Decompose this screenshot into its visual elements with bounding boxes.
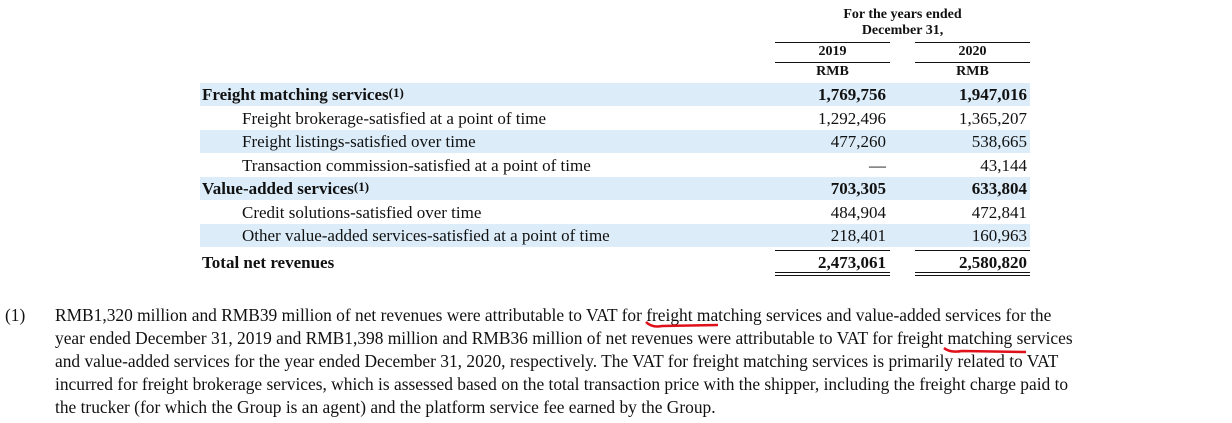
amount: 1,947,016	[959, 85, 1027, 104]
rule	[775, 249, 890, 251]
amount: 43,144	[980, 155, 1027, 175]
footnote-line: year ended December 31, 2019 and RMB1,39…	[55, 328, 1073, 348]
section-row: Freight matching services(1) 1,769,756 1,9…	[200, 83, 1030, 106]
amount: 472,841	[971, 202, 1027, 222]
amount: 2,580,820	[959, 252, 1027, 272]
row-label: Total net revenues	[202, 252, 335, 272]
row-label: Transaction commission-satisfied at a po…	[242, 155, 591, 175]
amount: 2,473,061	[818, 252, 886, 272]
rule	[775, 42, 890, 43]
section-row: Total net revenues 2,473,061 2,580,820	[200, 251, 1030, 274]
red-underline	[943, 346, 1027, 354]
line-item: Freight brokerage-satisfied at a point o…	[200, 107, 1030, 130]
rule	[775, 272, 890, 273]
year: 2020	[958, 44, 987, 59]
amount: 477,260	[830, 132, 886, 151]
period-line: For the years ended	[843, 7, 962, 22]
rule	[775, 275, 890, 276]
line-item: Transaction commission-satisfied at a po…	[200, 154, 1030, 177]
line-item: Credit solutions-satisfied over time 484,…	[200, 201, 1030, 224]
footnote-marker: (1)	[5, 305, 26, 325]
footnote-line: incurred for freight brokerage services,…	[55, 374, 1069, 394]
year: 2019	[818, 44, 847, 59]
row-label: Credit solutions-satisfied over time	[242, 202, 482, 222]
row-label: Freight brokerage-satisfied at a point o…	[242, 108, 547, 128]
amount: 1,769,756	[818, 85, 886, 104]
footnote-line: RMB1,320 million and RMB39 million of ne…	[55, 305, 1052, 325]
period-line: December 31,	[861, 23, 944, 38]
amount: 703,305	[830, 179, 886, 198]
footnote-line: and value-added services for the year en…	[55, 351, 1059, 371]
amount: 633,804	[971, 179, 1027, 198]
rule	[915, 42, 1030, 43]
row-label: Other value-added services-satisfied at …	[242, 226, 610, 245]
line-item: Freight listings-satisfied over time 477,…	[200, 130, 1030, 153]
footnote: RMB1,320 million and RMB39 million of ne…	[55, 304, 1073, 419]
amount: 218,401	[830, 226, 886, 245]
rule	[915, 62, 1030, 63]
footnote-ref: (1)	[388, 85, 404, 100]
row-label: Freight matching services(1)	[202, 85, 404, 104]
rule	[775, 62, 890, 63]
red-underline	[645, 321, 719, 328]
amount: 484,904	[830, 202, 886, 222]
amount: 160,963	[971, 226, 1027, 245]
period-header: For the years ended December 31,	[780, 7, 1025, 39]
line-item: Other value-added services-satisfied at …	[200, 224, 1030, 247]
amount: 1,365,207	[959, 108, 1027, 128]
rule	[915, 272, 1030, 273]
row-label: Freight listings-satisfied over time	[242, 132, 476, 151]
amount: 538,665	[971, 132, 1027, 151]
footnote-line: the trucker (for which the Group is an a…	[55, 397, 716, 417]
rule	[915, 249, 1030, 251]
amount: 1,292,496	[818, 108, 886, 128]
footnote-ref: (1)	[353, 179, 370, 194]
section-row: Value-added services(1) 703,305 633,804	[200, 177, 1030, 200]
unit: RMB	[956, 64, 989, 79]
rule	[915, 275, 1030, 276]
amount: —	[869, 155, 886, 175]
unit: RMB	[816, 64, 849, 79]
row-label: Value-added services(1)	[202, 179, 370, 198]
